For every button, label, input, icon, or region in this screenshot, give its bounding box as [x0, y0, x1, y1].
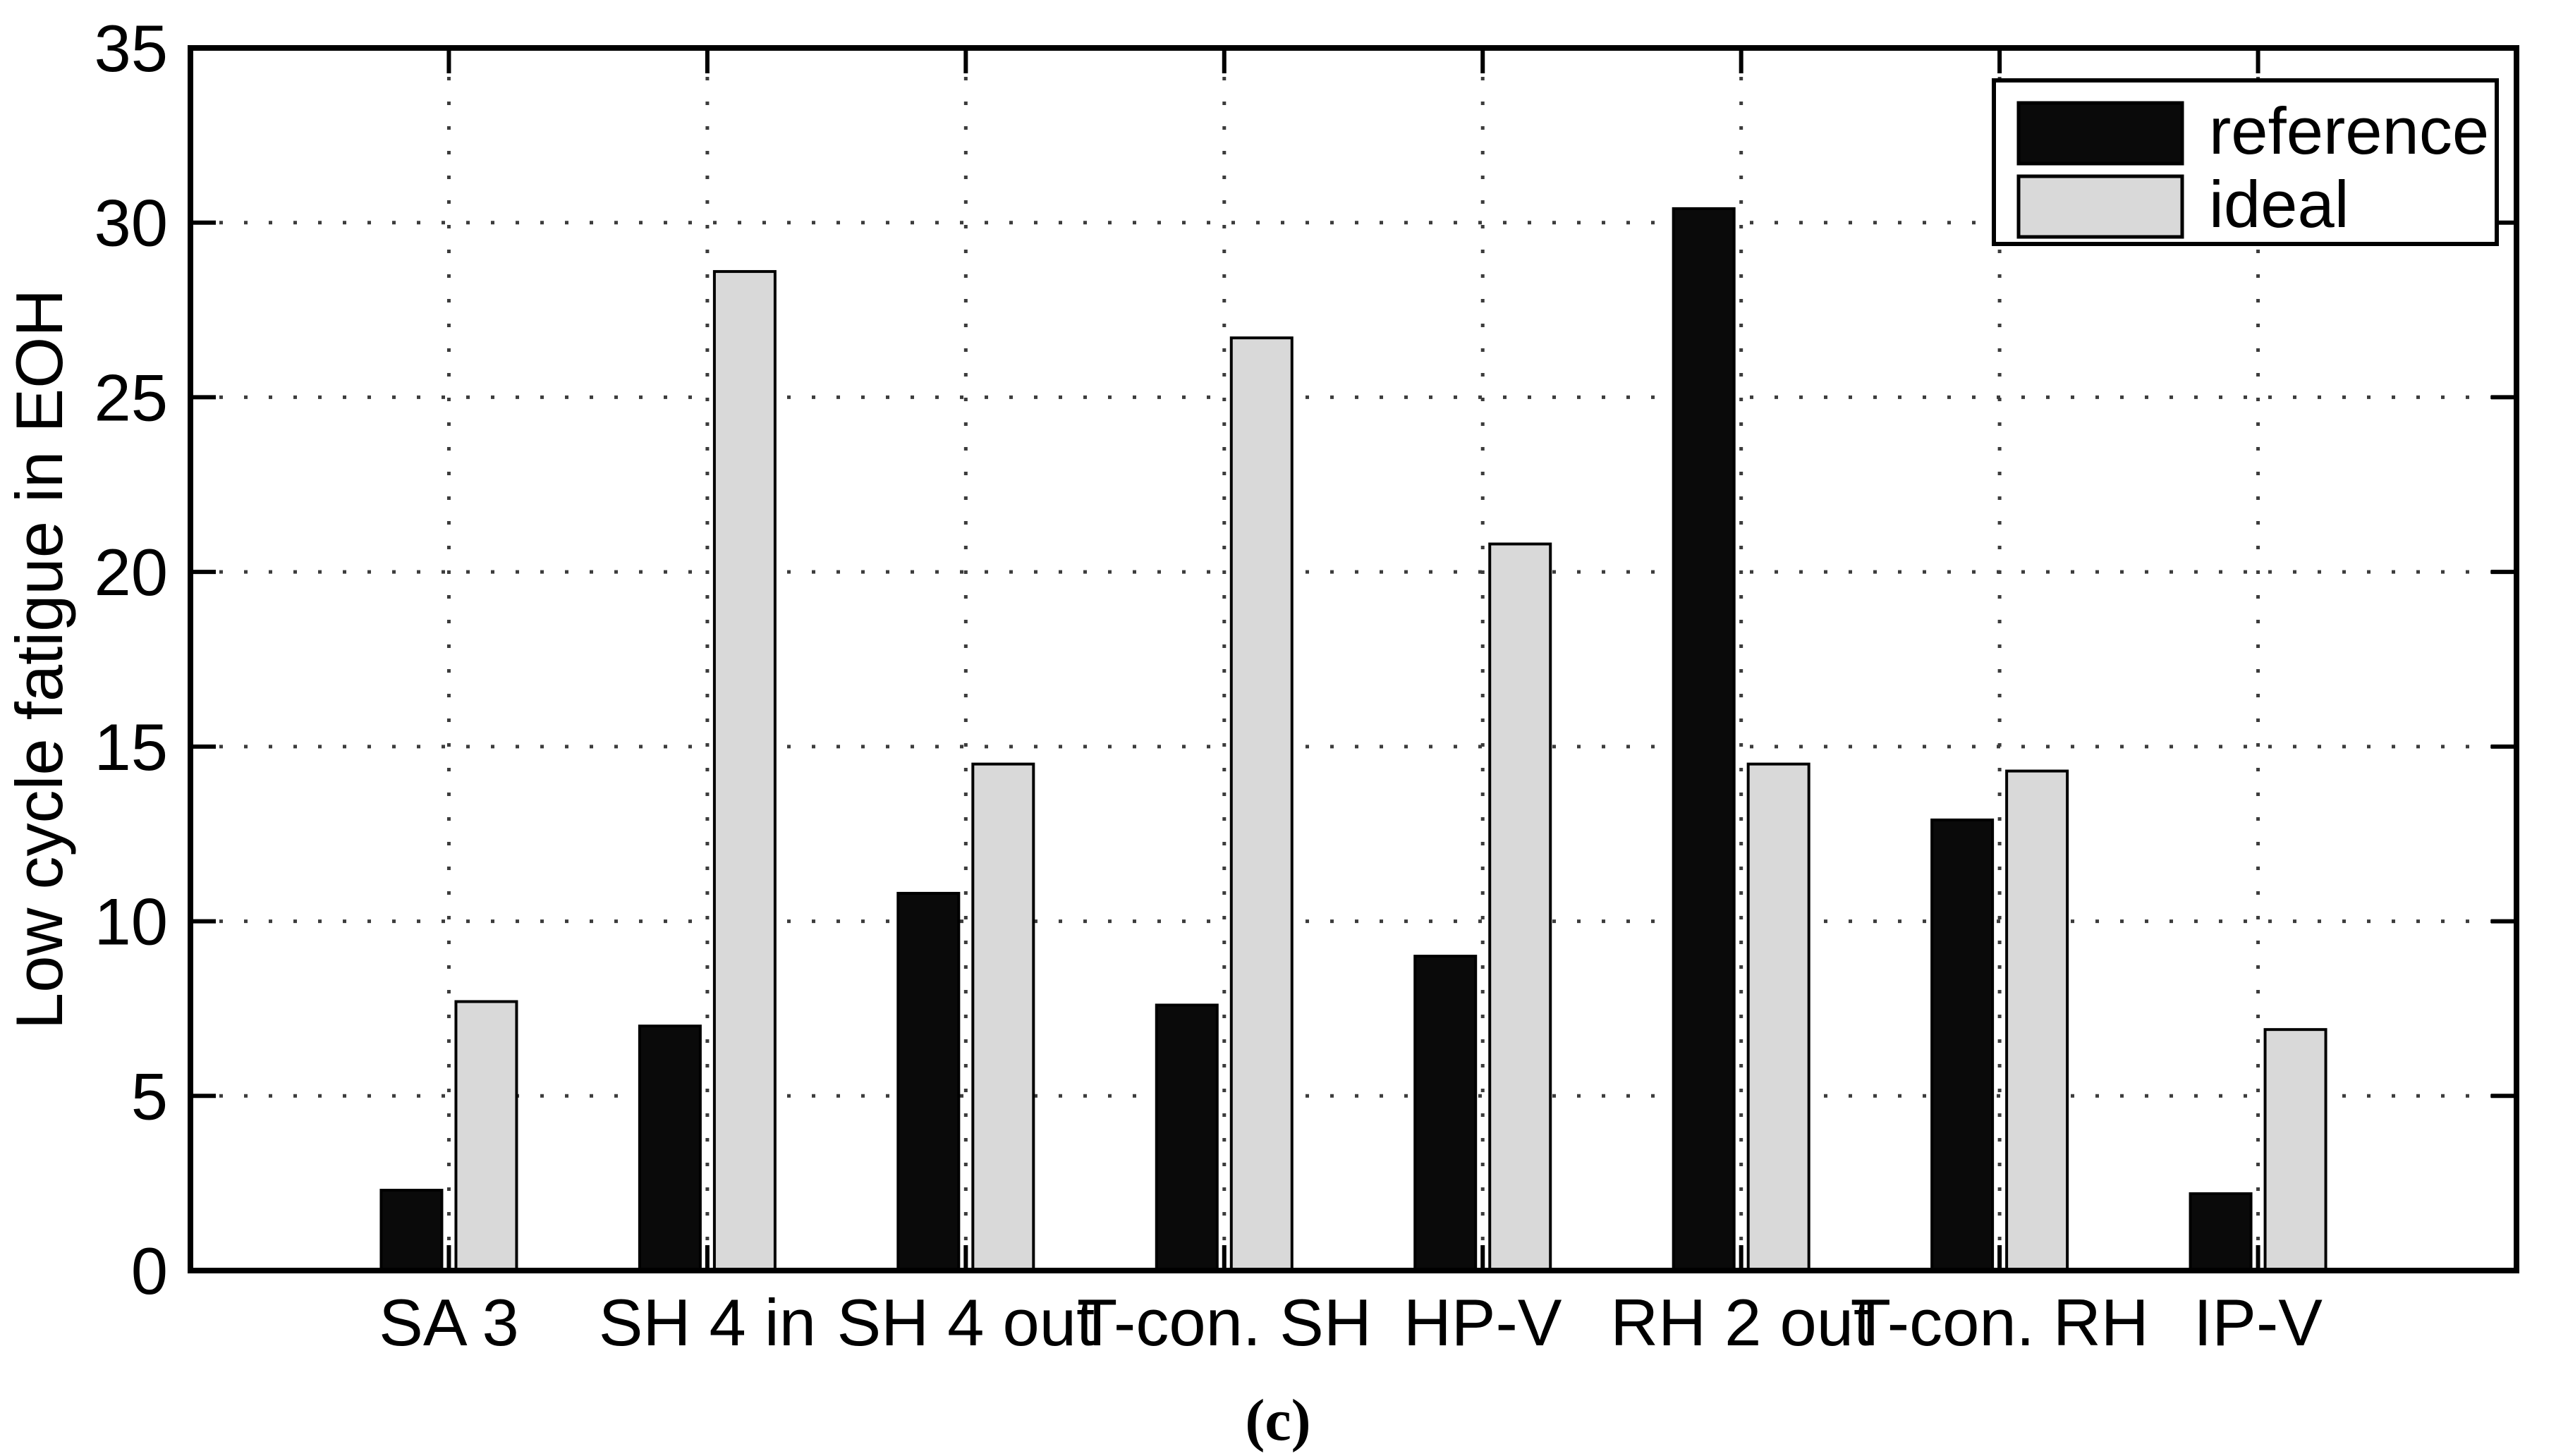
grid-layer — [195, 52, 2512, 1266]
y-tick-label: 30 — [94, 186, 168, 260]
legend-swatch-reference — [2016, 101, 2184, 166]
x-tick-label: SA 3 — [379, 1285, 519, 1359]
legend: reference ideal — [1992, 78, 2499, 246]
bar-ideal — [1229, 336, 1294, 1273]
x-tick-label: SH 4 in — [599, 1285, 816, 1359]
x-tick-label: T-con. RH — [1851, 1285, 2149, 1359]
y-axis-label: Low cycle fatigue in EOH — [2, 289, 76, 1029]
bar-ideal — [2005, 769, 2069, 1272]
bar-ideal — [454, 1000, 518, 1273]
frame-layer — [188, 45, 2519, 1273]
figure-caption: (c) — [1245, 1388, 1310, 1452]
bar-reference — [2189, 1192, 2253, 1273]
y-tick-label: 10 — [94, 885, 168, 959]
bar-layer — [379, 207, 2327, 1273]
bar-reference — [1930, 818, 1995, 1272]
x-tick-label: T-con. SH — [1077, 1285, 1372, 1359]
bar-reference — [1672, 207, 1736, 1273]
bar-reference — [1155, 1003, 1219, 1272]
x-tick-label: RH 2 out — [1610, 1285, 1872, 1359]
x-tick-label: SH 4 out — [836, 1285, 1095, 1359]
legend-swatch-ideal — [2016, 174, 2184, 239]
y-tick-label: 5 — [131, 1059, 168, 1133]
y-tick-label: 25 — [94, 360, 168, 434]
bar-ideal — [971, 762, 1035, 1272]
bar-reference — [1413, 955, 1478, 1272]
bar-reference — [638, 1024, 702, 1272]
legend-label-reference: reference — [2209, 94, 2489, 168]
y-tick-label: 35 — [94, 11, 168, 85]
bar-ideal — [1746, 762, 1811, 1272]
y-tick-label: 20 — [94, 535, 168, 609]
bar-ideal — [712, 270, 777, 1272]
bar-reference — [896, 891, 961, 1272]
bar-ideal — [1488, 542, 1552, 1272]
bar-ideal — [2263, 1028, 2327, 1272]
bar-reference — [379, 1189, 444, 1272]
x-tick-label: HP-V — [1404, 1285, 1562, 1359]
plot-frame — [188, 45, 2519, 1273]
x-tick-label: IP-V — [2193, 1285, 2323, 1359]
y-tick-label: 0 — [131, 1234, 168, 1308]
legend-label-ideal: ideal — [2209, 167, 2349, 241]
y-tick-label: 15 — [94, 710, 168, 784]
